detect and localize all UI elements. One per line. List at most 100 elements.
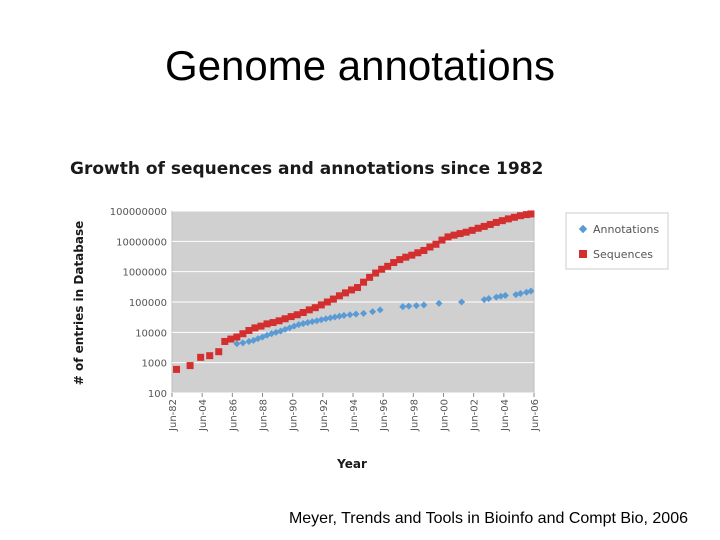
sequence-point [245,326,253,334]
annotation-point [352,310,360,318]
sequence-point [186,362,194,370]
sequence-point [492,218,500,226]
slide-title: Genome annotations [165,42,555,89]
annotation-point [497,292,505,300]
annotation-point [299,320,307,328]
annotation-point [233,340,241,348]
sequence-point [299,309,307,317]
annotation-point [304,319,312,327]
annotation-point [308,318,316,326]
x-tick-label: Jun-98 [409,399,420,432]
series-annotations [233,287,535,348]
annotation-point [527,287,535,295]
annotation-point [346,311,354,319]
y-tick-label: 10000 [135,328,167,339]
sequence-point [275,317,283,325]
x-tick-label: Jun-06 [530,399,541,432]
sequence-point [197,353,205,361]
y-tick-label: 10000000 [116,237,167,248]
annotation-point [239,339,247,347]
sequence-point [486,220,494,228]
y-tick-label: 100000 [129,298,167,309]
sequence-point [323,298,331,306]
sequence-point [480,222,488,230]
x-tick-label: Jun-04 [198,399,209,432]
x-tick-label: Jun-94 [349,399,360,432]
annotation-point [492,293,500,301]
legend-marker-sequences [579,250,587,258]
sequence-point [347,286,355,294]
sequence-point [474,224,482,232]
sequence-point [390,259,398,267]
annotation-point [317,316,325,324]
sequence-point [173,365,181,373]
sequence-point [504,215,512,223]
sequence-point [438,236,446,244]
sequence-point [293,311,301,319]
x-tick-label: Jun-02 [470,399,481,432]
annotation-point [340,311,348,319]
annotation-point [376,306,384,314]
sequence-point [257,322,265,330]
x-tick-label: Jun-04 [500,399,511,432]
sequence-point [354,284,362,292]
x-tick-label: Jun-86 [228,399,239,432]
sequence-point [522,211,530,219]
sequence-point [408,251,416,259]
sequence-point [444,233,452,241]
sequence-point [426,243,434,251]
x-tick-label: Jun-90 [289,399,300,432]
annotation-point [360,309,368,317]
sequence-point [462,228,470,236]
sequence-point [366,273,374,281]
x-tick-labels: Jun-82 Jun-04 Jun-86 Jun-88 Jun-90 Jun-92 Jun-… [168,393,541,432]
y-tick-label: 1000 [142,359,167,370]
sequence-point [516,212,524,220]
caption: Meyer, Trends and Tools in Bioinfo and C… [288,510,688,527]
sequence-point [233,333,241,341]
sequence-point [510,213,518,221]
sequence-point [329,295,337,303]
sequence-point [420,246,428,254]
sequence-point [263,320,271,328]
annotation-point [458,298,466,306]
gridlines [172,210,534,394]
sequence-point [287,313,295,321]
annotation-point [412,302,420,310]
series-sequences [173,210,535,373]
sequence-point [372,269,380,277]
y-tick-labels: 100 1000 10000 100000 1000000 10000000 1000000… [110,207,167,400]
y-tick-label: 1000000 [122,268,167,279]
annotation-point [420,301,428,309]
sequence-point [221,337,229,345]
sequence-point [239,330,247,338]
x-tick-label: Jun-82 [168,399,179,432]
sequence-point [527,210,535,218]
annotation-point [369,308,377,316]
sequence-point [227,335,235,343]
sequence-point [456,230,464,238]
sequence-point [396,256,404,264]
annotation-point [516,290,524,298]
chart-title: Growth of sequences and annotations sinc… [70,159,543,179]
sequence-point [341,289,349,297]
annotation-point [331,313,339,321]
sequence-point [360,278,368,286]
annotation-point [335,312,343,320]
sequence-point [402,253,410,261]
sequence-point [450,231,458,239]
x-tick-label: Jun-96 [379,399,390,432]
annotation-point [326,314,334,322]
legend-box [565,212,669,270]
annotation-point [405,302,413,310]
sequence-point [206,352,214,360]
y-tick-label: 100 [148,389,167,400]
sequence-point [311,304,319,312]
x-axis-label: Year [336,457,367,471]
y-tick-label: 100000000 [110,207,167,218]
sequence-point [305,306,313,314]
sequence-point [468,226,476,234]
sequence-point [251,324,259,332]
sequence-point [384,262,392,270]
annotation-point [399,303,407,311]
